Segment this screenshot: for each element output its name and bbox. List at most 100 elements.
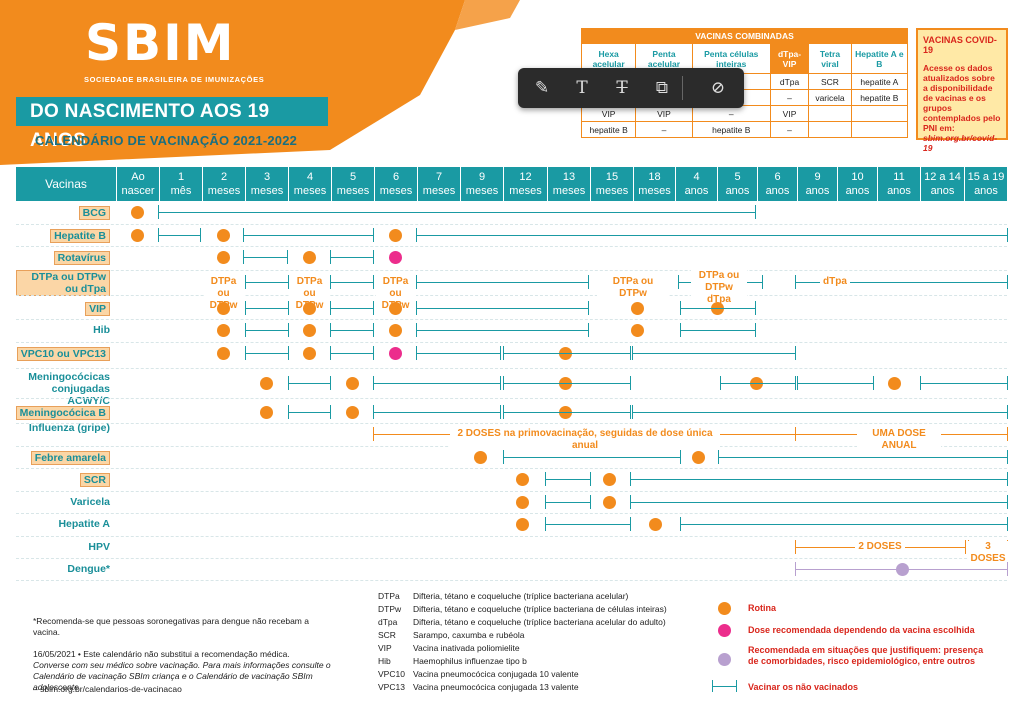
catchup-tick	[630, 495, 631, 509]
toolbar-divider	[682, 76, 683, 100]
catchup-tick	[632, 405, 633, 419]
header-col: 5 anos	[717, 167, 757, 201]
abbr-code: VIP	[378, 643, 392, 653]
abbr-desc: Difteria, tétano e coqueluche (tríplice …	[412, 591, 629, 601]
catchup-tick	[1007, 562, 1008, 576]
header-col: 6 anos	[757, 167, 797, 201]
catchup-line	[630, 502, 1007, 503]
catchup-tick	[680, 450, 681, 464]
dose-dot	[217, 323, 230, 337]
catchup-line	[416, 235, 1007, 236]
dose-dot	[515, 472, 529, 486]
catchup-tick	[373, 323, 374, 337]
vaccine-name: Influenza (gripe)	[28, 422, 110, 434]
header-col-top: Ao	[131, 171, 145, 183]
catchup-tick	[503, 450, 504, 464]
catchup-tick	[416, 228, 417, 242]
abbr-desc: Difteria, tétano e coqueluche (tríplice …	[412, 617, 666, 627]
catchup-tick	[500, 346, 501, 360]
header-col-bottom: anos	[684, 185, 709, 197]
schedule-header: Vacinas Ao nascer 1 mês 2 meses 3 meses 4 meses 5 m…	[16, 167, 1007, 201]
header-col-bottom: meses	[509, 185, 542, 197]
pen-icon[interactable]: ✎	[534, 78, 550, 98]
catchup-tick	[500, 376, 501, 390]
catchup-tick	[795, 376, 796, 390]
optional-dot-icon	[718, 624, 731, 637]
header-col: 6 meses	[374, 167, 417, 201]
catchup-tick	[1007, 450, 1008, 464]
catchup-line	[720, 383, 795, 384]
catchup-tick	[416, 346, 417, 360]
abbr-code: VPC10	[378, 669, 405, 679]
catchup-tick	[590, 495, 591, 509]
row-separator	[16, 246, 1007, 247]
catchup-tick	[795, 540, 796, 554]
dose-dot	[131, 228, 144, 242]
header-col-bottom: meses	[595, 185, 629, 197]
catchup-tick	[755, 323, 756, 337]
dose-note: 2 DOSES	[855, 541, 905, 553]
crop-icon[interactable]: ⧉	[655, 78, 669, 98]
header-col-top: 15	[605, 171, 619, 183]
url-note[interactable]: – sbim.org.br/calendarios-de-vacinacao	[33, 684, 182, 694]
redact-icon[interactable]: ⊘	[710, 78, 726, 98]
catchup-tick	[373, 346, 374, 360]
catchup-tick	[373, 427, 374, 441]
abbr-desc: Vacina inativada poliomielite	[412, 643, 520, 653]
abbr-code: VPC13	[378, 682, 405, 692]
catchup-tick	[630, 517, 631, 531]
catchup-tick	[416, 275, 417, 289]
special-dot-icon	[718, 653, 731, 666]
catchup-tick	[630, 376, 631, 390]
combined-cell: –	[635, 121, 693, 138]
header-col-top: 15 a 19	[967, 171, 1005, 183]
header-col-bottom: meses	[293, 185, 327, 197]
header-col: 4 anos	[675, 167, 717, 201]
header-col-top: 3	[263, 171, 271, 183]
header-col-top: 11	[893, 171, 905, 183]
catchup-line	[288, 383, 330, 384]
dose-dot	[515, 517, 529, 531]
header-col-top: 12 a 14	[924, 171, 961, 183]
catchup-tick	[795, 562, 796, 576]
vaccine-name: Meningocócica B	[15, 406, 110, 420]
row-separator	[16, 580, 1007, 581]
abbr-desc: Vacina pneumocócica conjugada 10 valente	[412, 669, 579, 679]
dose-dot	[131, 205, 144, 219]
catchup-line	[330, 330, 373, 331]
abbr-code: Hib	[378, 656, 391, 666]
dose-dot	[346, 405, 359, 419]
catchup-tick	[680, 517, 681, 531]
abbreviations-table: DTPa Difteria, tétano e coqueluche (trípl…	[374, 590, 671, 694]
catchup-tick	[243, 250, 244, 264]
dengue-note: *Recomenda-se que pessoas soronegativas …	[33, 616, 309, 637]
strikethrough-icon[interactable]: T	[616, 78, 628, 98]
dose-dot	[389, 346, 402, 360]
catchup-tick	[588, 275, 589, 289]
header-col-bottom: meses	[250, 185, 284, 197]
covid-link[interactable]: sbim.org.br/covid-19	[923, 133, 998, 153]
catchup-tick	[795, 275, 796, 289]
catchup-line	[373, 412, 500, 413]
catchup-line	[158, 235, 200, 236]
vaccine-name: Hepatite B	[50, 229, 110, 243]
vaccine-name: Varicela	[70, 496, 110, 508]
header-col-top: 4	[693, 171, 700, 183]
catchup-tick	[245, 323, 246, 337]
dose-dot	[473, 450, 487, 464]
row-separator	[16, 468, 1007, 469]
dose-dot	[648, 517, 662, 531]
catchup-tick	[287, 250, 288, 264]
catchup-tick	[373, 250, 374, 264]
header-col-bottom: anos	[845, 185, 870, 197]
text-icon[interactable]: T	[576, 78, 588, 98]
header-col-bottom: meses	[422, 185, 456, 197]
catchup-tick	[288, 275, 289, 289]
header-col-top: 10	[851, 171, 864, 183]
header-col: 15 meses	[590, 167, 633, 201]
header-col-top: 5	[349, 171, 357, 183]
dose-dot	[303, 346, 316, 360]
row-separator	[16, 397, 1007, 399]
catchup-line	[545, 479, 590, 480]
